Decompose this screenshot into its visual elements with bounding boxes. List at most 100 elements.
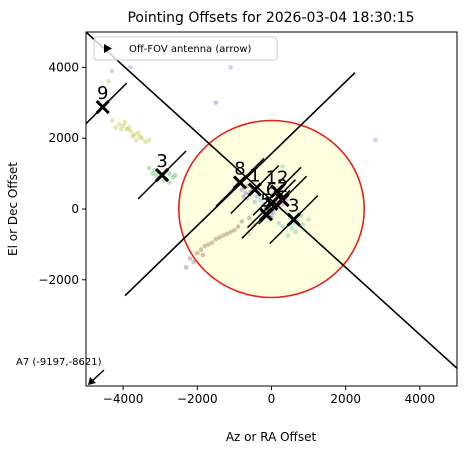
y-axis-ticks: −2000 0 2000 4000 [38,60,86,287]
scatter-point [276,220,282,226]
x-axis-ticks: −4000 −2000 0 2000 4000 [103,386,435,406]
y-tick-label: 0 [71,202,79,216]
off-fov-arrow [91,369,105,382]
scatter-point [280,164,285,169]
antenna-label: 3 [156,151,167,172]
antenna-x-marker [95,99,110,115]
y-tick-label: −2000 [38,273,79,287]
scatter-point [258,197,263,203]
antenna-label: 2 [277,176,288,197]
scatter-point [137,134,143,139]
scatter-point [128,65,133,70]
scatter-point [241,194,246,199]
scatter-point [117,121,122,127]
antenna-x-marker [264,196,279,211]
scatter-point [154,173,159,178]
scatter-point [306,217,311,222]
scatter-point [105,79,111,84]
scatter-point [195,250,200,256]
scatter-point [209,240,215,245]
scatter-point [239,219,245,224]
scatter-point [128,128,133,134]
antenna-label: 1 [249,166,260,187]
scatter-point [232,227,237,233]
scatter-point [198,247,204,253]
scatter-point [131,132,137,137]
chart-title: Pointing Offsets for 2026-03-04 18:30:15 [127,10,414,26]
scatter-point [118,127,124,132]
antenna-label: 9 [97,83,108,104]
scatter-point [130,134,135,139]
scatter-point [373,137,378,143]
scatter-point [228,229,233,235]
scatter-point [150,171,156,176]
legend: Off-FOV antenna (arrow) [93,36,278,61]
antenna-x-marker [258,207,273,222]
scatter-point [113,125,118,130]
off-fov-annotation-text: A7 (-9197,-8621) [16,357,102,368]
scatter-point [135,130,141,136]
y-tick-label: 4000 [48,60,79,74]
scatter-point [133,137,139,143]
antenna-x-marker [286,212,301,227]
scatter-point [152,167,157,173]
antenna-label: 12 [266,167,289,188]
scatter-point [280,224,285,229]
scatter-point [220,233,226,238]
scatter-point [206,242,211,247]
scatter-point [187,256,193,261]
scatter-point [300,222,306,228]
x-axis-label: Az or RA Offset [226,430,317,444]
scatter-point [146,137,152,143]
y-axis-label: El or Dec Offset [6,162,20,256]
legend-box [93,36,278,61]
scatter-point [200,252,206,258]
scatter-point [122,119,128,125]
scatter-point [254,194,259,199]
scatter-point [235,224,241,229]
scatter-point [146,165,152,171]
scatter-point [243,190,248,196]
off-fov-annotation: A7 (-9197,-8621) [16,357,105,385]
scatter-point [120,123,126,129]
scatter-point [143,139,148,145]
scatter-point [202,243,208,249]
scatter-point [109,68,115,74]
legend-entry-label: Off-FOV antenna (arrow) [129,44,252,55]
scatter-point [228,65,233,70]
antenna-label: 5 [260,190,271,211]
scatter-point [167,171,172,176]
antenna-x-marker [154,167,170,183]
scatter-point [191,259,196,265]
legend-marker-triangle [104,44,112,53]
scatter-point [293,229,298,235]
crosshair-line [86,32,457,369]
antenna-x-marker [247,182,262,197]
scatter-point [167,180,172,185]
scatter-point [183,265,189,270]
scatter-point [126,125,131,130]
antenna-label: 6 [266,180,277,201]
x-tick-label: 4000 [405,392,436,406]
antenna-label: 3 [288,196,299,217]
x-tick-label: 2000 [330,392,361,406]
scatter-point [124,127,130,132]
scatter-point [239,187,245,192]
scatter-point [170,174,176,180]
antenna-x-marker [232,175,248,190]
off-fov-arrow-head [88,377,96,385]
scatter-point [252,199,258,205]
scatter-point [172,173,178,178]
x-tick-label: −2000 [177,392,218,406]
scatter-point [213,236,219,242]
scatter-point [217,235,222,240]
scatter-point [213,100,219,106]
y-tick-label: 2000 [48,131,79,145]
scatter-point [289,226,295,231]
scatter-point [109,118,115,123]
scatter-point [224,231,230,237]
antenna-x-marker [270,184,285,199]
